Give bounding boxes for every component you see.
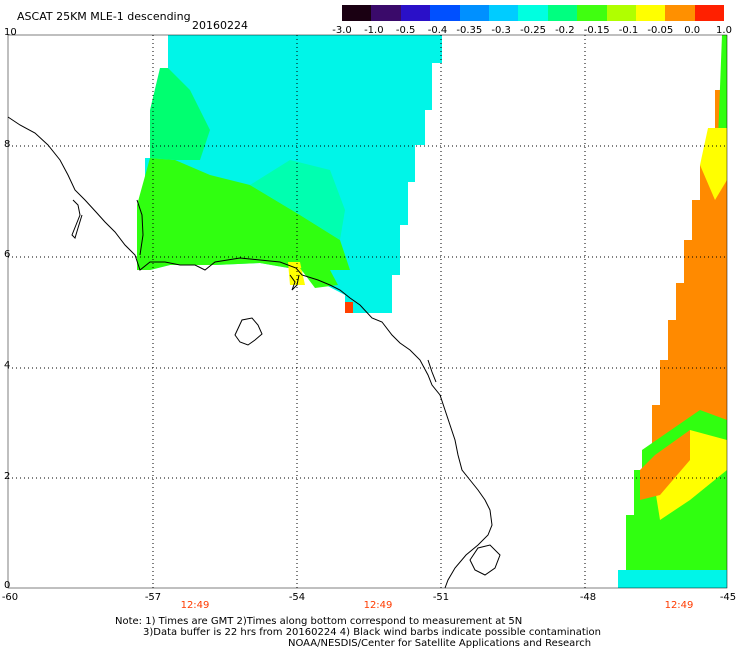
lon-label-45: -45 — [719, 592, 737, 603]
colorbar-segment — [577, 5, 607, 21]
west-swath-yellow — [288, 262, 305, 285]
coastline-essequibo — [71, 199, 83, 239]
island-lake — [234, 317, 263, 346]
note-line-3: NOAA/NESDIS/Center for Satellite Applica… — [288, 638, 592, 649]
colorbar-segment — [488, 5, 519, 21]
lat-lon-grid — [8, 35, 727, 588]
time-label-3: 12:49 — [664, 600, 694, 611]
lon-label-51: -51 — [432, 592, 450, 603]
colorbar-segment — [371, 5, 401, 21]
colorbar-tick-label: -0.3 — [491, 25, 511, 36]
east-swath-cyan-bottom — [618, 570, 727, 588]
lon-label-57: -57 — [144, 592, 162, 603]
colorbar-segment — [430, 5, 460, 21]
coastline-inlet-2 — [289, 274, 300, 291]
west-swath-green — [137, 158, 350, 270]
colorbar-tick-label: 0.0 — [684, 25, 701, 36]
east-swath-orange-band — [640, 430, 690, 500]
colorbar-tick-label: -0.35 — [456, 25, 483, 36]
lat-label-8: 8 — [4, 139, 11, 150]
coastline — [7, 116, 501, 589]
coastline-inlet-1 — [136, 199, 144, 256]
colorbar-segment — [400, 5, 431, 21]
product-title: ASCAT 25KM MLE-1 descending — [17, 10, 191, 23]
colorbar-tick-label: -0.4 — [427, 25, 448, 36]
colorbar-tick-label: -0.25 — [520, 25, 546, 36]
lat-label-6: 6 — [4, 249, 11, 260]
colorbar-segment — [459, 5, 489, 21]
time-label-1: 12:49 — [180, 600, 210, 611]
product-date: 20160224 — [192, 19, 248, 32]
coastline-south-america — [7, 116, 493, 589]
colorbar-segment — [606, 5, 636, 21]
colorbar-tick-label: -0.15 — [583, 25, 610, 36]
map-frame — [7, 34, 728, 589]
colorbar-tick-label: -0.5 — [395, 25, 416, 36]
west-swath-red-cell — [345, 302, 353, 313]
colorbar-tick-label: -0.05 — [647, 25, 674, 36]
colorbar-tick-label: -1.0 — [364, 25, 384, 36]
colorbar-segment — [665, 5, 695, 21]
lon-label-54: -54 — [288, 592, 306, 603]
colorbar-segment — [518, 5, 548, 21]
lon-label-48: -48 — [579, 592, 597, 603]
colorbar-tick-label: -3.0 — [332, 25, 352, 36]
lon-label-60: -60 — [1, 592, 19, 603]
east-swath-top-green — [718, 35, 727, 140]
coastline-river-mouth — [427, 359, 437, 383]
colorbar-tick-label: 1.0 — [716, 25, 732, 36]
lat-label-0: 0 — [4, 580, 11, 591]
swath-data — [137, 35, 727, 588]
lat-label-10: 10 — [4, 27, 17, 38]
island-marajo — [469, 544, 501, 576]
note-line-2: 3)Data buffer is 22 hrs from 20160224 4)… — [143, 627, 601, 638]
lat-label-2: 2 — [4, 471, 11, 482]
colorbar-tick-label: -0.2 — [555, 25, 575, 36]
west-swath-green-2 — [300, 268, 338, 288]
colorbar-segment — [694, 5, 725, 21]
note-line-1: Note: 1) Times are GMT 2)Times along bot… — [115, 616, 523, 627]
colorbar-tick-label: -0.1 — [618, 25, 639, 36]
colorbar-segment — [547, 5, 578, 21]
west-swath-seagreen — [150, 68, 210, 160]
colorbar — [342, 5, 725, 21]
time-label-2: 12:49 — [363, 600, 393, 611]
lat-label-4: 4 — [4, 360, 11, 371]
colorbar-segment — [635, 5, 666, 21]
colorbar-segment — [342, 5, 372, 21]
